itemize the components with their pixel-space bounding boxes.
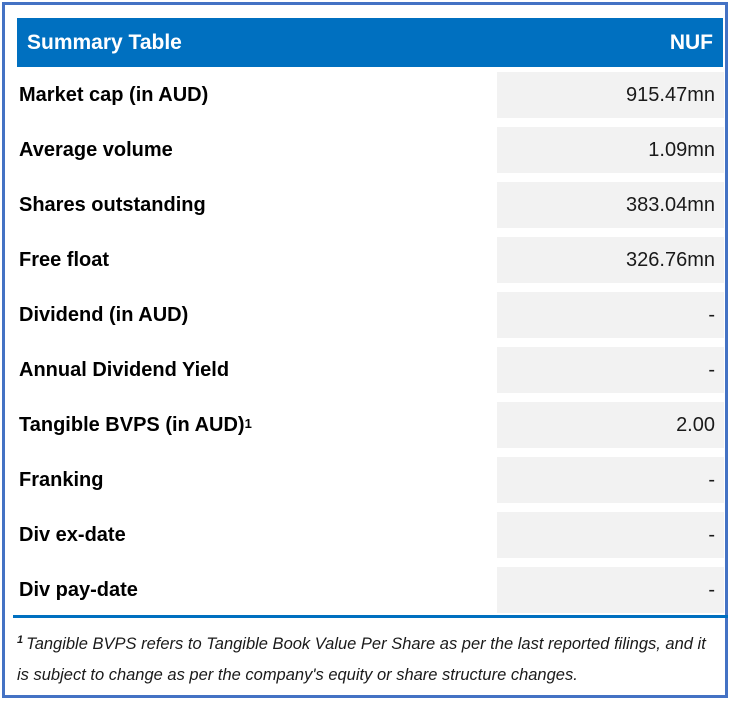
table-row-tangible-bvps: Tangible BVPS (in AUD) 1 2.00 (17, 398, 724, 453)
table-rows: Market cap (in AUD) 915.47mn Average vol… (17, 68, 724, 618)
row-value: 383.04mn (497, 182, 724, 228)
table-row-div-pay-date: Div pay-date - (17, 563, 724, 618)
bottom-divider-line (13, 615, 728, 618)
footnote-superscript: 1 (17, 633, 24, 646)
table-row-dividend: Dividend (in AUD) - (17, 288, 724, 343)
table-row-market-cap: Market cap (in AUD) 915.47mn (17, 68, 724, 123)
row-label: Dividend (in AUD) (19, 304, 189, 326)
row-value: - (497, 457, 724, 503)
row-value: - (497, 292, 724, 338)
table-row-average-volume: Average volume 1.09mn (17, 123, 724, 178)
table-title: Summary Table (27, 31, 182, 54)
table-row-shares-outstanding: Shares outstanding 383.04mn (17, 178, 724, 233)
table-row-franking: Franking - (17, 453, 724, 508)
table-row-free-float: Free float 326.76mn (17, 233, 724, 288)
table-row-annual-dividend-yield: Annual Dividend Yield - (17, 343, 724, 398)
row-label: Shares outstanding (19, 194, 206, 216)
row-label: Franking (19, 469, 104, 491)
footnote: 1 Tangible BVPS refers to Tangible Book V… (17, 629, 719, 691)
row-label: Tangible BVPS (in AUD) 1 (19, 414, 252, 436)
footnote-text: Tangible BVPS refers to Tangible Book Va… (17, 635, 706, 684)
row-label: Market cap (in AUD) (19, 84, 209, 106)
row-value: 1.09mn (497, 127, 724, 173)
row-value: - (497, 347, 724, 393)
row-label: Average volume (19, 139, 173, 161)
ticker-symbol: NUF (669, 31, 713, 54)
table-header: Summary Table NUF (17, 18, 723, 67)
row-value: 2.00 (497, 402, 724, 448)
row-label: Div pay-date (19, 579, 138, 601)
row-label: Free float (19, 249, 110, 271)
row-value: 326.76mn (497, 237, 724, 283)
table-row-div-ex-date: Div ex-date - (17, 508, 724, 563)
row-value: 915.47mn (497, 72, 724, 118)
row-value: - (497, 567, 724, 613)
row-label: Div ex-date (19, 524, 126, 546)
row-label: Annual Dividend Yield (19, 359, 230, 381)
row-value: - (497, 512, 724, 558)
